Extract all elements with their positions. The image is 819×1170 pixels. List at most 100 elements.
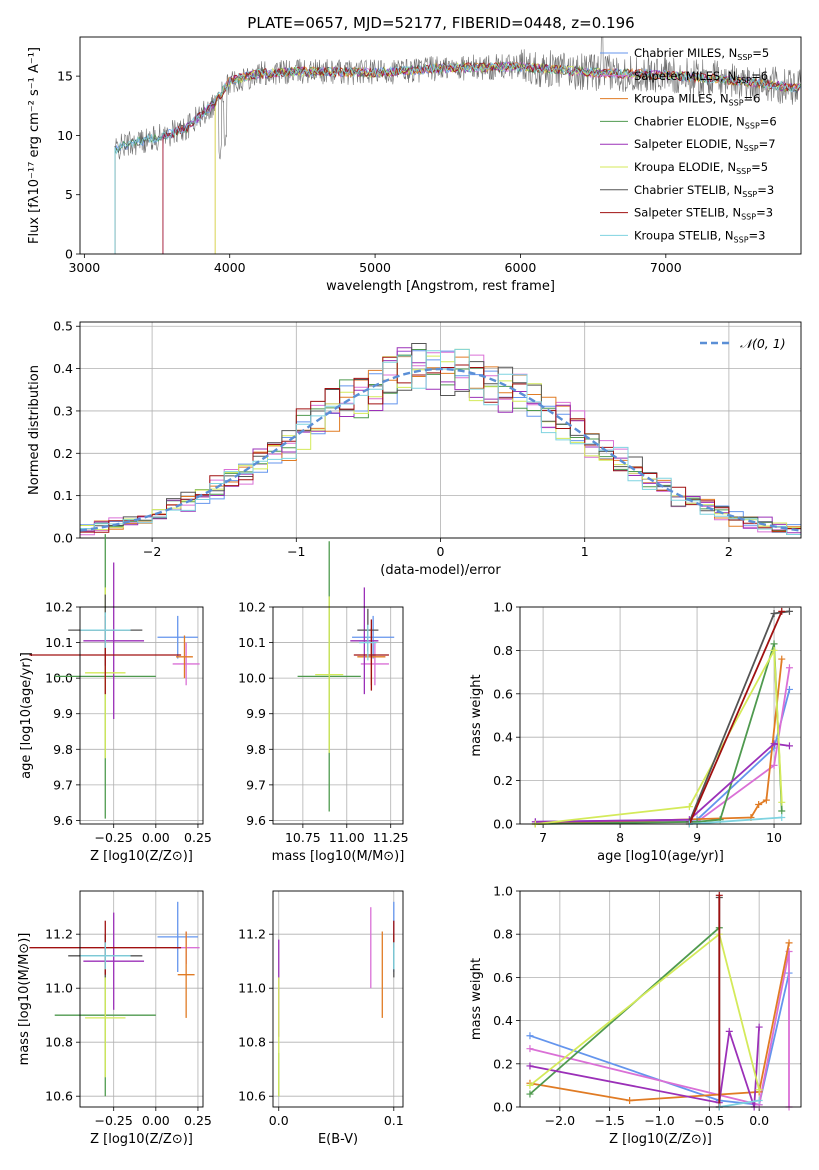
mass-vs-EBV-ytick-label: 11.2 bbox=[238, 927, 266, 942]
weight-vs-age-marker bbox=[778, 807, 786, 815]
residuals-ytick-label: 0.2 bbox=[53, 446, 73, 461]
age-vs-mass-axes: 10.75 11.00 11.25 9.6 9.7 9.8 9.9 10.0 10.1 10.2 m… bbox=[238, 600, 408, 865]
mass-vs-EBV-ytick-label: 11.0 bbox=[238, 981, 266, 996]
weight-vs-age-ylabel: mass weight bbox=[469, 674, 484, 756]
weight-vs-age-marker bbox=[785, 742, 793, 750]
weight-vs-age-marker bbox=[770, 610, 778, 618]
weight-vs-Z-xtick-label: −0.5 bbox=[694, 1113, 724, 1128]
residuals-xtick-label: −1 bbox=[287, 544, 305, 559]
spectrum-ytick-label: 15 bbox=[57, 69, 73, 84]
weight-vs-age-marker bbox=[770, 640, 778, 648]
residuals-ytick-label: 0.3 bbox=[53, 403, 73, 418]
weight-vs-age-marker bbox=[778, 813, 786, 821]
mass-vs-Z-point bbox=[85, 958, 126, 1078]
residuals-ytick-label: 0.4 bbox=[53, 361, 73, 376]
residuals-xtick-label: −2 bbox=[143, 544, 161, 559]
weight-vs-age-series-line bbox=[689, 816, 782, 825]
weight-vs-age-series-line bbox=[535, 742, 790, 823]
spectrum-legend-entry: Kroupa ELODIE, NSSP=5 bbox=[634, 160, 768, 176]
age-vs-Z-xtick-label: −0.25 bbox=[95, 830, 133, 845]
weight-vs-age-ytick-label: 0.0 bbox=[493, 817, 513, 832]
weight-vs-Z-marker bbox=[755, 1086, 763, 1094]
age-vs-Z-ytick-label: 9.6 bbox=[53, 813, 73, 828]
age-vs-mass-point bbox=[315, 596, 344, 753]
weight-vs-age-marker bbox=[778, 655, 786, 663]
residuals-xlabel: (data-model)/error bbox=[380, 563, 501, 578]
weight-vs-Z-marker bbox=[626, 1097, 634, 1105]
age-vs-Z-point bbox=[172, 642, 200, 686]
weight-vs-Z-series-line bbox=[719, 1099, 760, 1108]
age-vs-Z-xlabel: Z [log10(Z/Z⊙)] bbox=[90, 849, 193, 864]
mass-vs-Z-point bbox=[157, 901, 198, 972]
age-vs-mass-point bbox=[360, 642, 389, 686]
spectrum-model-line bbox=[114, 61, 801, 254]
mass-vs-EBV-ytick-label: 10.6 bbox=[238, 1089, 266, 1104]
residuals-ylabel: Normed distribution bbox=[27, 365, 42, 495]
weight-vs-Z-marker bbox=[526, 1032, 534, 1040]
mass-vs-EBV-xlabel: E(B-V) bbox=[318, 1132, 358, 1147]
age-vs-mass-xtick-label: 11.25 bbox=[373, 830, 409, 845]
residuals-normal-curve bbox=[79, 367, 802, 532]
age-vs-Z-ytick-label: 10.1 bbox=[45, 635, 73, 650]
mass-vs-Z-xtick-label: 0.00 bbox=[142, 1113, 170, 1128]
weight-vs-age-marker bbox=[770, 740, 778, 748]
residuals-xtick-label: 2 bbox=[725, 544, 733, 559]
weight-vs-age-marker bbox=[785, 685, 793, 693]
age-vs-mass-ytick-label: 9.7 bbox=[246, 777, 266, 792]
weight-vs-age-series-line bbox=[535, 689, 791, 823]
residuals-histogram bbox=[80, 348, 801, 535]
weight-vs-age-xlabel: age [log10(age/yr)] bbox=[597, 849, 724, 864]
weight-vs-Z-ytick-label: 0.8 bbox=[493, 927, 513, 942]
mass-vs-Z-axes: −0.25 0.00 0.25 10.6 10.8 11.0 11.2 Z [log10(Z/… bbox=[17, 891, 212, 1147]
weight-vs-Z-xtick-label: −2.0 bbox=[545, 1113, 575, 1128]
spectrum-legend-entry: Chabrier STELIB, NSSP=3 bbox=[634, 183, 774, 199]
weight-vs-age-marker bbox=[685, 803, 693, 811]
spectrum-ytick-label: 10 bbox=[57, 128, 73, 143]
weight-vs-Z-xtick-label: −1.5 bbox=[595, 1113, 625, 1128]
mass-vs-EBV-frame bbox=[272, 890, 404, 1108]
residuals-legend: 𝒩(0, 1) bbox=[700, 336, 786, 351]
mass-vs-EBV-ytick-label: 10.8 bbox=[238, 1035, 266, 1050]
spectrum-legend: Chabrier MILES, NSSP=5 Salpeter MILES, NS… bbox=[600, 46, 777, 244]
age-vs-mass-ytick-label: 9.9 bbox=[246, 706, 266, 721]
spectrum-legend-entry: Chabrier ELODIE, NSSP=6 bbox=[634, 114, 777, 130]
weight-vs-Z-marker bbox=[526, 1062, 534, 1070]
residuals-ytick-label: 0.1 bbox=[53, 488, 73, 503]
weight-vs-age-ytick-label: 1.0 bbox=[493, 600, 513, 615]
residuals-ytick-label: 0.5 bbox=[53, 319, 73, 334]
age-vs-Z-point bbox=[176, 635, 193, 679]
weight-vs-Z-xtick-label: −1.0 bbox=[644, 1113, 674, 1128]
spectrum-legend-entry: Chabrier MILES, NSSP=5 bbox=[634, 46, 769, 62]
weight-vs-age-marker bbox=[770, 761, 778, 769]
spectrum-legend-entry: Salpeter ELODIE, NSSP=7 bbox=[634, 137, 776, 153]
mass-vs-Z-xtick-label: 0.25 bbox=[184, 1113, 212, 1128]
mass-vs-Z-ytick-label: 11.2 bbox=[45, 927, 73, 942]
age-vs-Z-point bbox=[80, 612, 131, 648]
weight-vs-Z-ylabel: mass weight bbox=[469, 958, 484, 1040]
age-vs-mass-xtick-label: 10.75 bbox=[285, 830, 321, 845]
weight-vs-age-xtick-label: 9 bbox=[693, 830, 701, 845]
weight-vs-age-ytick-label: 0.8 bbox=[493, 643, 513, 658]
weight-vs-age-xtick-label: 7 bbox=[539, 830, 547, 845]
residuals-histogram bbox=[80, 343, 801, 530]
age-vs-Z-ytick-label: 9.9 bbox=[53, 706, 73, 721]
weight-vs-Z-frame bbox=[519, 890, 802, 1108]
age-vs-mass-ytick-label: 10.2 bbox=[238, 600, 266, 615]
spectrum-legend-entry: Salpeter MILES, NSSP=6 bbox=[634, 69, 768, 85]
mass-vs-Z-ylabel: mass [log10(M/M⊙)] bbox=[17, 933, 32, 1066]
weight-vs-age-xtick-label: 10 bbox=[766, 830, 782, 845]
figure-title: PLATE=0657, MJD=52177, FIBERID=0448, z=0… bbox=[247, 14, 634, 32]
mass-vs-Z-point bbox=[177, 931, 195, 1018]
residuals-frame bbox=[79, 321, 802, 539]
age-vs-Z-ytick-label: 10.2 bbox=[45, 600, 73, 615]
weight-vs-Z-marker bbox=[755, 1023, 763, 1031]
spectrum-xtick-label: 5000 bbox=[359, 260, 391, 275]
age-vs-Z-xtick-label: 0.25 bbox=[184, 830, 212, 845]
age-vs-mass-xtick-label: 11.00 bbox=[329, 830, 365, 845]
mass-vs-EBV-axes: 0.0 0.1 10.6 10.8 11.0 11.2 E(B-V) bbox=[238, 891, 404, 1147]
spectrum-ytick-label: 0 bbox=[65, 247, 73, 262]
weight-vs-Z-series-line bbox=[529, 942, 790, 1102]
mass-vs-Z-frame bbox=[79, 890, 204, 1108]
age-vs-mass-ytick-label: 9.6 bbox=[246, 813, 266, 828]
